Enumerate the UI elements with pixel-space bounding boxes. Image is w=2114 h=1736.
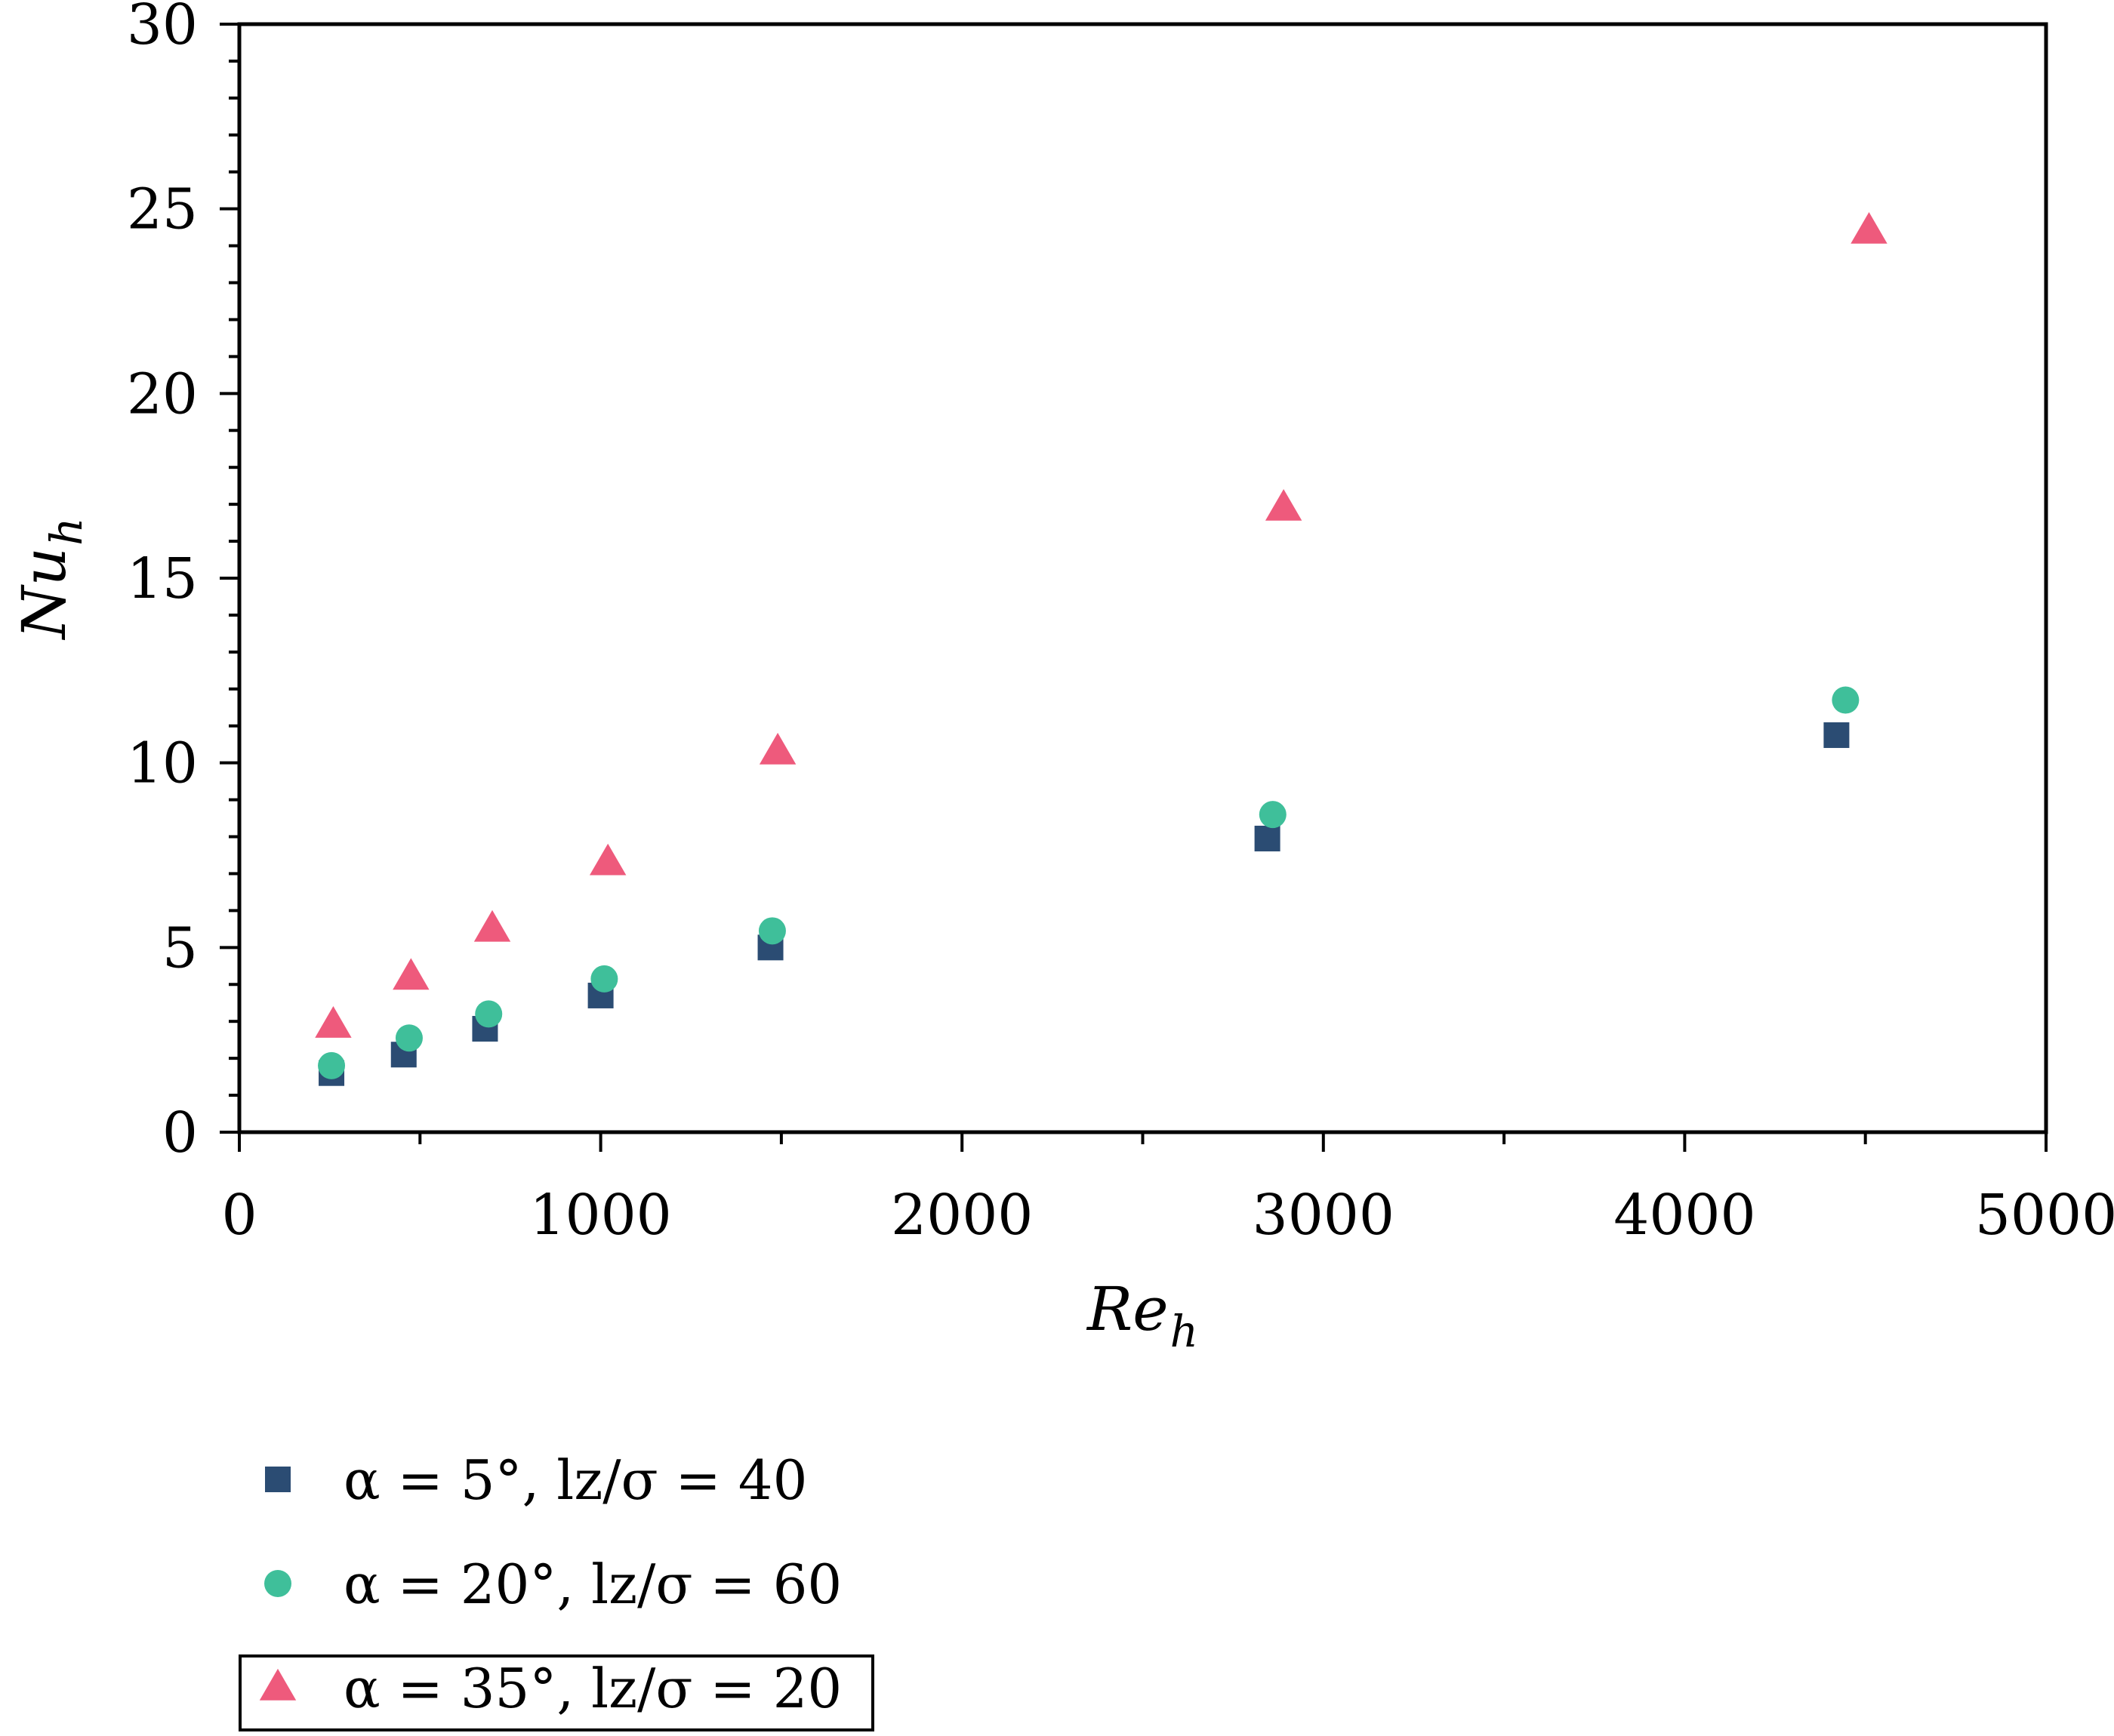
data-point-triangle xyxy=(473,910,511,942)
data-point-circle xyxy=(395,1024,423,1052)
data-point-circle xyxy=(475,1000,503,1028)
x-tick-label: 0 xyxy=(221,1183,257,1248)
data-point-circle xyxy=(1259,801,1287,829)
x-tick-label: 2000 xyxy=(891,1183,1033,1248)
x-tick-label: 1000 xyxy=(529,1183,671,1248)
data-point-circle xyxy=(590,965,618,993)
series-square xyxy=(319,722,1850,1086)
legend-marker-triangle xyxy=(259,1668,297,1701)
y-tick-label: 5 xyxy=(162,916,198,980)
data-point-circle xyxy=(1832,686,1860,714)
y-tick-label: 20 xyxy=(127,362,198,426)
data-point-circle xyxy=(318,1051,346,1079)
data-marks xyxy=(315,211,1888,1086)
x-axis-label-main: Re xyxy=(1086,1274,1169,1344)
data-point-square xyxy=(1823,722,1850,748)
data-point-triangle xyxy=(1851,211,1888,244)
y-axis-label: Nuh xyxy=(9,518,92,641)
data-point-circle xyxy=(758,917,786,945)
y-tick-label: 30 xyxy=(127,0,198,57)
data-point-triangle xyxy=(1265,488,1302,521)
legend-label: α = 20°, lz/σ = 60 xyxy=(344,1553,842,1616)
x-tick-label: 3000 xyxy=(1253,1183,1394,1248)
y-axis-label-subscript: h xyxy=(41,518,92,546)
axis-ticks: 0 1000 2000 3000 4000 5000 0 5 10 15 20 25 30 xyxy=(127,0,2114,1248)
x-axis-label: Reh xyxy=(1086,1274,1198,1357)
y-axis-label-main: Nu xyxy=(9,547,79,641)
y-tick-label: 10 xyxy=(127,731,198,796)
legend-label: α = 5°, lz/σ = 40 xyxy=(344,1448,807,1512)
plot-area xyxy=(237,22,2048,1134)
legend-marker-square xyxy=(265,1467,291,1492)
plot-frame xyxy=(237,22,2048,1134)
y-tick-label: 15 xyxy=(127,546,198,611)
data-point-triangle xyxy=(393,958,430,990)
legend-marker-circle xyxy=(264,1570,291,1597)
x-tick-label: 4000 xyxy=(1613,1183,1755,1248)
series-triangle xyxy=(315,211,1888,1038)
data-point-triangle xyxy=(589,843,627,876)
y-tick-label: 25 xyxy=(127,177,198,242)
y-tick-label: 0 xyxy=(162,1100,198,1165)
legend-label: α = 35°, lz/σ = 20 xyxy=(344,1657,842,1720)
legend: α = 5°, lz/σ = 40 α = 20°, lz/σ = 60 α = 3… xyxy=(239,1448,874,1731)
data-point-triangle xyxy=(315,1006,352,1038)
data-point-triangle xyxy=(759,732,797,765)
series-circle xyxy=(318,686,1860,1079)
data-point-square xyxy=(1254,825,1280,851)
x-tick-label: 5000 xyxy=(1975,1183,2114,1248)
legend-highlight-box xyxy=(239,1654,874,1731)
x-axis-label-subscript: h xyxy=(1170,1306,1198,1357)
